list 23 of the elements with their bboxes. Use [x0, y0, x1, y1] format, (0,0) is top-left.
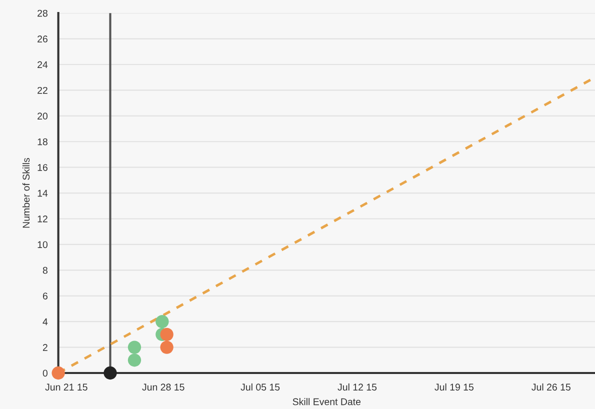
y-tick-label: 16 — [38, 164, 48, 171]
y-tick-label: 26 — [38, 36, 48, 42]
x-tick-label: Jun 21 15 — [45, 384, 88, 391]
y-tick-label: 14 — [38, 190, 48, 197]
x-axis-title: Skill Event Date — [292, 398, 361, 406]
y-tick-label: 12 — [38, 215, 48, 222]
x-tick-label: Jul 19 15 — [434, 383, 474, 391]
y-tick-label: 24 — [38, 61, 48, 68]
x-tick-label: Jul 12 15 — [338, 383, 377, 391]
y-tick-label: 4 — [42, 318, 48, 326]
y-tick-label: 22 — [38, 86, 48, 94]
y-tick-label: 8 — [42, 266, 48, 274]
y-tick-label: 10 — [38, 241, 48, 248]
x-tick-label: Jun 28 15 — [142, 384, 184, 391]
y-axis-title: Number of Skills — [22, 158, 30, 228]
y-tick-label: 28 — [38, 10, 48, 17]
x-tick-label: Jul 05 15 — [240, 383, 280, 391]
y-tick-label: 6 — [42, 292, 48, 300]
y-tick-label: 20 — [38, 112, 48, 120]
y-tick-label: 0 — [42, 370, 48, 377]
y-tick-label: 18 — [38, 138, 48, 146]
y-tick-label: 2 — [42, 344, 48, 351]
x-tick-label: Jul 26 15 — [532, 383, 570, 391]
